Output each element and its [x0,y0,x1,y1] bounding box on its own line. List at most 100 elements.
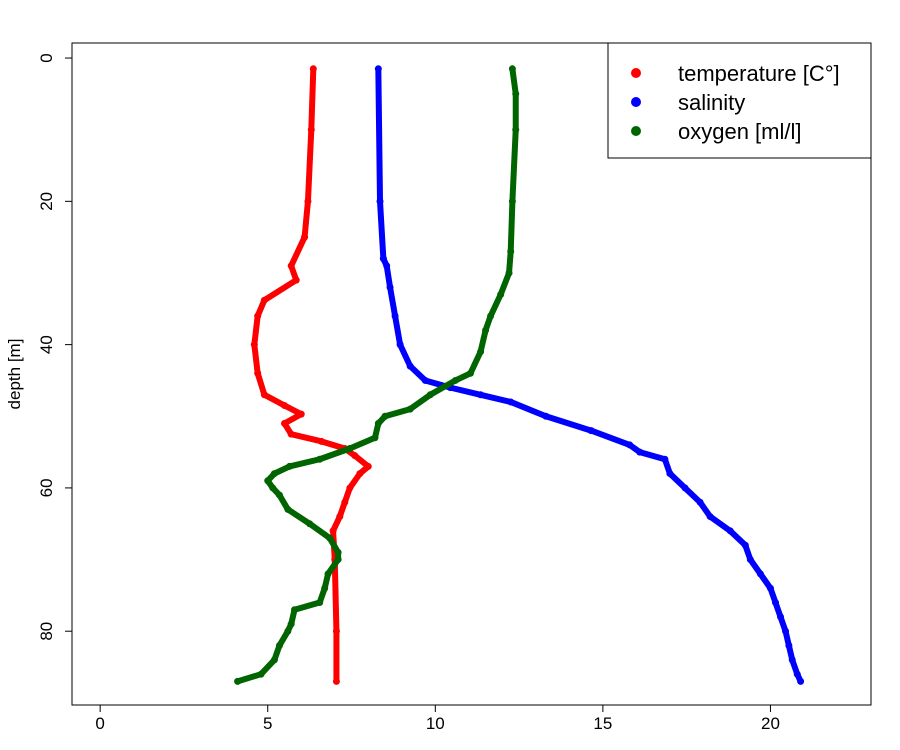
data-point [351,452,359,460]
data-point [482,326,490,334]
data-point [287,430,295,438]
series-line [375,68,804,683]
data-point [287,262,295,270]
data-point [421,376,429,384]
data-point [508,197,516,205]
data-point [756,570,764,578]
data-point [507,398,515,406]
y-axis-label: depth [m] [5,339,24,410]
data-point [666,470,674,478]
data-point [512,90,520,98]
data-point [324,570,332,578]
data-point [287,620,295,628]
data-point [793,670,801,678]
data-point [280,419,288,427]
data-point [321,584,329,592]
x-tick-label: 10 [426,714,445,733]
data-point [334,556,342,564]
data-point [371,434,379,442]
data-point [466,369,474,377]
legend-marker [631,97,641,107]
data-point [426,391,434,399]
data-point [374,65,382,73]
x-tick-label: 15 [593,714,612,733]
data-point [706,513,714,521]
data-point [332,627,340,635]
data-point [346,445,354,453]
y-tick-label: 40 [37,335,56,354]
data-point [275,491,283,499]
data-point [542,412,550,420]
data-point [304,197,312,205]
x-tick-label: 20 [761,714,780,733]
data-point [260,391,268,399]
data-point [316,455,324,463]
data-point [269,484,277,492]
data-point [512,126,520,134]
data-point [376,197,384,205]
plot-frame [71,42,872,706]
data-point [797,677,805,685]
data-point [291,606,299,614]
data-point [254,312,262,320]
data-point [284,505,292,513]
data-point [782,627,790,635]
data-point [636,448,644,456]
legend-label: oxygen [ml/l] [678,119,802,144]
data-point [785,642,793,650]
data-point [505,269,513,277]
y-tick-label: 60 [37,478,56,497]
data-point [250,341,258,349]
data-point [497,290,505,298]
data-point [257,670,265,678]
data-point [391,312,399,320]
data-point [326,534,334,542]
data-point [280,402,288,410]
data-point [406,405,414,413]
data-point [777,613,785,621]
data-point [381,412,389,420]
legend-box [607,42,872,159]
data-point [301,233,309,241]
x-tick-label: 5 [263,714,272,733]
data-point [234,677,242,685]
legend-marker [631,68,641,78]
data-point [329,527,337,535]
data-point [356,470,364,478]
data-point [771,599,779,607]
data-point [788,656,796,664]
data-point [270,656,278,664]
data-point [396,341,404,349]
data-point [746,556,754,564]
data-point [406,362,414,370]
data-point [332,677,340,685]
series-line [251,68,372,682]
legend-label: temperature [C°] [678,61,840,86]
legend-label: salinity [678,90,745,115]
y-tick-label: 0 [37,53,56,62]
data-point [487,312,495,320]
data-point [270,470,278,478]
data-point [587,427,595,435]
y-tick-label: 80 [37,622,56,641]
data-point [297,410,305,418]
data-point [364,462,372,470]
data-point [696,498,704,506]
data-point [766,584,774,592]
x-tick-label: 0 [95,714,104,733]
data-point [626,441,634,449]
data-point [254,369,262,377]
data-point [292,276,300,284]
data-point [264,477,272,485]
data-point [275,642,283,650]
data-point [334,548,342,556]
data-point [341,498,349,506]
data-point [317,437,325,445]
data-point [306,520,314,528]
data-point [284,627,292,635]
legend-marker [631,126,641,136]
data-point [741,541,749,549]
data-point [307,126,315,134]
